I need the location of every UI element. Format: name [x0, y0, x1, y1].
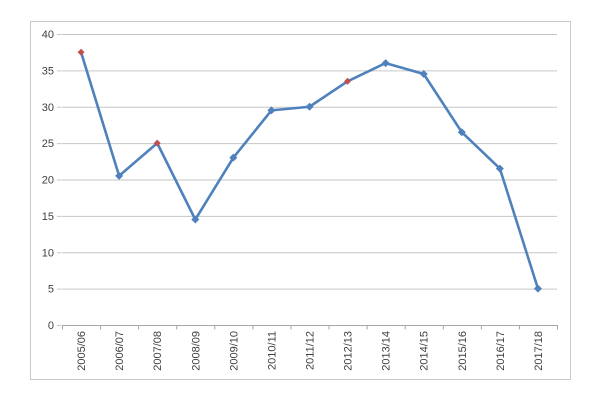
data-points [77, 48, 542, 293]
y-tick-label: 20 [42, 175, 54, 187]
x-tick-label: 2008/09 [190, 331, 202, 371]
x-tick-label: 2017/18 [533, 331, 545, 371]
y-tick-label: 5 [48, 284, 54, 296]
data-point [533, 284, 542, 293]
data-point [267, 106, 276, 115]
data-point [419, 70, 428, 79]
x-tick-label: 2016/17 [495, 331, 507, 371]
chart-frame [30, 21, 571, 380]
y-tick-label: 35 [42, 65, 54, 77]
x-tick-label: 2010/11 [266, 331, 278, 370]
data-point-highlighted [77, 48, 85, 56]
x-tick-label: 2005/06 [76, 331, 88, 371]
x-axis-labels: 2005/06 2006/07 2007/08 2008/09 2009/10 2010/… [76, 331, 545, 371]
x-tick-label: 2007/08 [152, 331, 164, 371]
x-tick-label: 2014/15 [419, 331, 431, 371]
x-tick-label: 2015/16 [457, 331, 469, 371]
y-tick-label: 0 [48, 320, 54, 332]
data-point [495, 164, 504, 173]
x-tick-label: 2012/13 [343, 331, 355, 371]
x-tick-label: 2013/14 [381, 331, 393, 371]
x-tick-label: 2009/10 [228, 331, 240, 371]
data-point [457, 128, 466, 137]
y-tick-label: 15 [42, 211, 54, 223]
y-axis: 0 5 10 15 20 25 30 35 40 [42, 29, 62, 332]
x-tick-label: 2006/07 [114, 331, 126, 371]
data-point [381, 59, 390, 68]
data-point [305, 102, 314, 111]
y-tick-label: 40 [42, 29, 54, 41]
data-point [115, 171, 124, 180]
y-tick-label: 25 [42, 138, 54, 150]
data-point [229, 153, 238, 162]
x-axis [62, 325, 558, 330]
data-point-highlighted [153, 139, 161, 147]
data-point-highlighted [344, 77, 352, 85]
y-tick-label: 30 [42, 102, 54, 114]
x-tick-label: 2011/12 [305, 331, 317, 370]
y-tick-label: 10 [42, 247, 54, 259]
data-point [191, 215, 200, 224]
